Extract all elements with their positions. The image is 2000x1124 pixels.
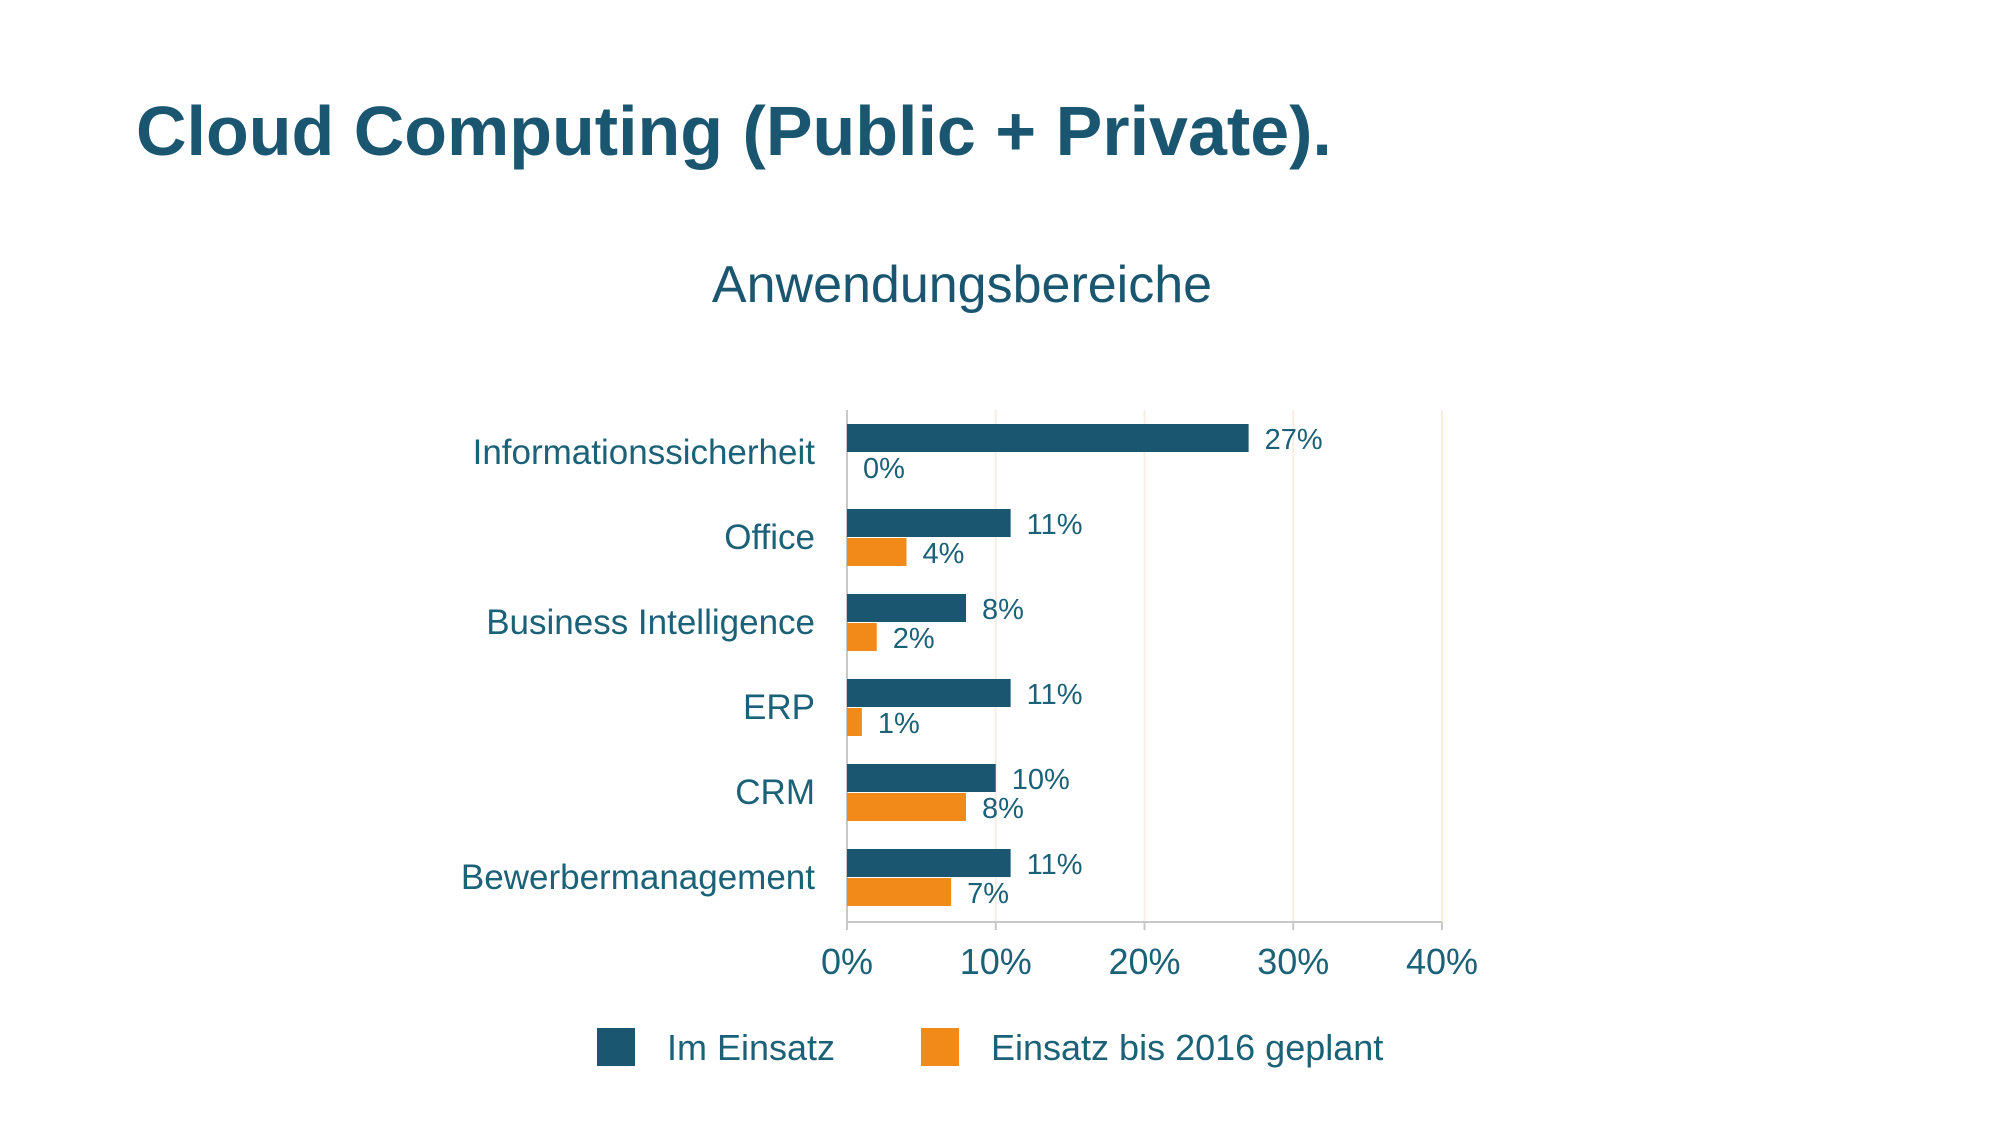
x-tick-label: 40%	[1406, 941, 1478, 982]
bar-planned	[847, 708, 862, 736]
category-label: ERP	[743, 688, 815, 727]
bars	[847, 424, 1249, 906]
data-label-planned: 8%	[982, 793, 1024, 825]
category-label: Office	[724, 518, 815, 557]
bar-in-use	[847, 764, 996, 792]
data-label-planned: 0%	[863, 453, 905, 485]
gridlines	[994, 410, 1443, 922]
data-label-planned: 7%	[967, 878, 1009, 910]
category-label: CRM	[735, 773, 815, 812]
bar-planned	[847, 793, 966, 821]
x-tick-label: 30%	[1257, 941, 1329, 982]
legend-swatch-in-use	[597, 1028, 635, 1066]
data-label-planned: 4%	[923, 538, 965, 570]
legend: Im Einsatz Einsatz bis 2016 geplant	[597, 1027, 1383, 1068]
category-label: Business Intelligence	[486, 603, 815, 642]
data-label-in-use: 8%	[982, 594, 1024, 626]
bar-planned	[847, 878, 952, 906]
bar-planned	[847, 623, 877, 651]
data-label-in-use: 11%	[1027, 849, 1083, 881]
bar-in-use	[847, 679, 1011, 707]
bar-in-use	[847, 594, 966, 622]
data-label-in-use: 10%	[1012, 764, 1070, 796]
bar-in-use	[847, 849, 1011, 877]
bar-in-use	[847, 424, 1249, 452]
data-label-in-use: 27%	[1265, 424, 1323, 456]
data-label-planned: 2%	[893, 623, 935, 655]
data-label-planned: 1%	[878, 708, 920, 740]
x-tick-label: 10%	[960, 941, 1032, 982]
x-tick-label: 0%	[821, 941, 873, 982]
legend-label-planned: Einsatz bis 2016 geplant	[991, 1027, 1383, 1068]
legend-label-in-use: Im Einsatz	[667, 1027, 835, 1068]
axes: 0% 10% 20% 30% 40%	[821, 410, 1478, 982]
legend-swatch-planned	[921, 1028, 959, 1066]
category-label: Informationssicherheit	[473, 433, 816, 472]
data-label-in-use: 11%	[1027, 679, 1083, 711]
bar-planned	[847, 538, 907, 566]
labels: Informationssicherheit 27% 0% Office 11% 4% Bu…	[461, 424, 1323, 910]
category-label: Bewerbermanagement	[461, 858, 815, 897]
slide-title: Cloud Computing (Public + Private).	[136, 92, 1332, 170]
bar-in-use	[847, 509, 1011, 537]
data-label-in-use: 11%	[1027, 509, 1083, 541]
chart-title: Anwendungsbereiche	[712, 256, 1212, 314]
x-tick-label: 20%	[1108, 941, 1180, 982]
